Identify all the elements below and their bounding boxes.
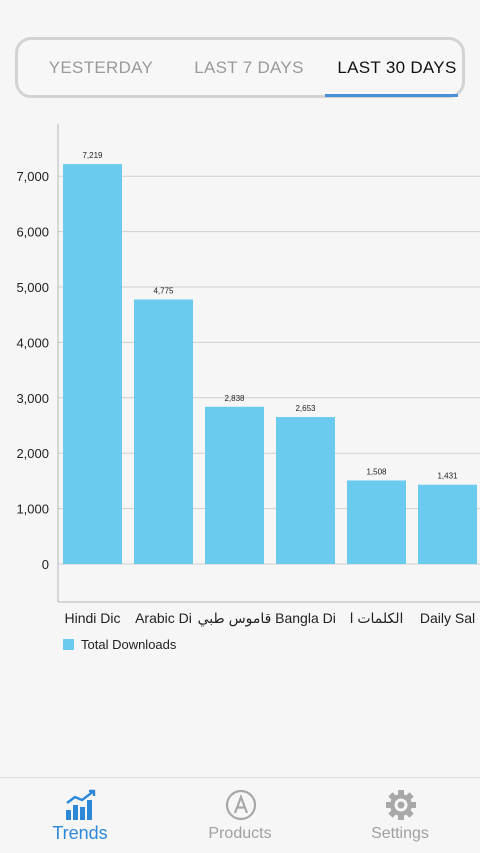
bar bbox=[134, 299, 193, 564]
bar-data-label: 4,775 bbox=[153, 286, 174, 295]
y-tick-label: 0 bbox=[42, 557, 49, 572]
x-tick-label: الكلمات ا bbox=[350, 610, 404, 626]
y-tick-label: 7,000 bbox=[16, 169, 49, 184]
nav-settings-label: Settings bbox=[371, 825, 429, 842]
nav-trends-label: Trends bbox=[52, 823, 108, 843]
app-store-icon bbox=[225, 789, 257, 821]
y-tick-label: 4,000 bbox=[16, 335, 49, 350]
y-tick-label: 3,000 bbox=[16, 391, 49, 406]
nav-products[interactable]: Products bbox=[160, 778, 320, 853]
active-tab-indicator bbox=[325, 94, 458, 97]
x-tick-label: قاموس طبي bbox=[198, 610, 272, 627]
tab-yesterday[interactable]: YESTERDAY bbox=[48, 58, 154, 77]
bar-data-label: 2,653 bbox=[295, 404, 316, 413]
nav-settings[interactable]: Settings bbox=[320, 778, 480, 853]
nav-products-label: Products bbox=[208, 825, 272, 842]
tab-last-30-days[interactable]: LAST 30 DAYS bbox=[337, 58, 457, 77]
bar bbox=[276, 417, 335, 564]
bar-data-label: 2,838 bbox=[224, 394, 245, 403]
bar bbox=[347, 480, 406, 564]
x-tick-label: Hindi Dic bbox=[64, 610, 120, 626]
tab-last-7-days[interactable]: LAST 7 DAYS bbox=[194, 58, 304, 77]
y-tick-label: 2,000 bbox=[16, 446, 49, 461]
x-tick-label: Bangla Di bbox=[275, 610, 336, 626]
bar-data-label: 7,219 bbox=[82, 151, 103, 160]
legend-label: Total Downloads bbox=[81, 637, 177, 652]
trends-icon bbox=[66, 789, 96, 820]
gear-icon bbox=[386, 790, 416, 820]
x-tick-label: Arabic Di bbox=[135, 610, 192, 626]
bar bbox=[418, 484, 477, 564]
bar-data-label: 1,431 bbox=[437, 472, 458, 481]
nav-trends[interactable]: Trends bbox=[0, 778, 160, 853]
period-tab-bar: YESTERDAY LAST 7 DAYS LAST 30 DAYS bbox=[15, 37, 465, 98]
y-tick-label: 1,000 bbox=[16, 502, 49, 517]
bar-data-label: 1,508 bbox=[366, 467, 387, 476]
bar bbox=[63, 164, 122, 565]
y-tick-label: 6,000 bbox=[16, 225, 49, 240]
bottom-navigation: Trends Products Settings bbox=[0, 777, 480, 853]
downloads-bar-chart: 0 1,000 2,000 3,000 4,000 5,000 6,000 7,000 7,21… bbox=[16, 124, 480, 652]
x-tick-label: Daily Sal bbox=[420, 610, 475, 626]
y-tick-label: 5,000 bbox=[16, 280, 49, 295]
legend-swatch bbox=[63, 639, 74, 650]
bar bbox=[205, 406, 264, 564]
